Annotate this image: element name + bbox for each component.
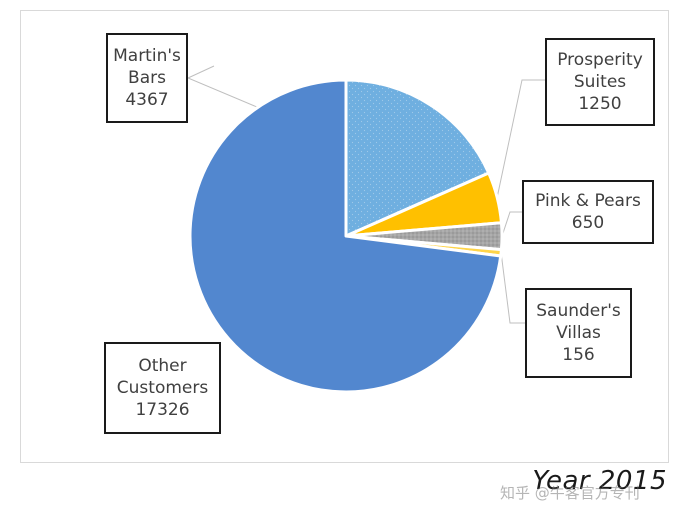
data-label-martins-bars: Martin's Bars 4367 [106, 33, 188, 123]
data-label-saunders-villas: Saunder's Villas 156 [525, 288, 632, 378]
pie-slices [188, 78, 504, 394]
data-label-name-line: Villas [556, 323, 601, 343]
leader-line [501, 211, 522, 237]
data-label-name-line: Saunder's [536, 301, 621, 321]
leader-line [496, 79, 545, 198]
data-label-other-customers: Other Customers 17326 [104, 342, 221, 434]
data-label-name-line: Prosperity [557, 50, 643, 70]
data-label-name-line: Pink & Pears [535, 191, 641, 211]
data-label-name-line: Other [138, 356, 187, 376]
data-label-value: 1250 [578, 94, 622, 114]
data-label-prosperity-suites: Prosperity Suites 1250 [545, 38, 655, 126]
watermark-text: 知乎 @牛客官方专刊 [500, 484, 640, 502]
data-label-value: 4367 [125, 90, 169, 110]
data-label-name-line: Bars [128, 68, 166, 88]
leader-line [500, 252, 525, 324]
data-label-name-line: Customers [116, 378, 209, 398]
data-label-value: 650 [571, 213, 605, 233]
data-label-name-line: Suites [573, 72, 627, 92]
pie-slice-martin-s-bars [344, 78, 491, 238]
data-label-value: 156 [562, 345, 595, 365]
data-label-pink-pears: Pink & Pears 650 [522, 180, 654, 244]
data-label-value: 17326 [135, 400, 190, 420]
chart-caption: Year 2015 [532, 466, 667, 496]
pie-slice-other-customers [188, 78, 503, 394]
data-label-name-line: Martin's [113, 46, 181, 66]
